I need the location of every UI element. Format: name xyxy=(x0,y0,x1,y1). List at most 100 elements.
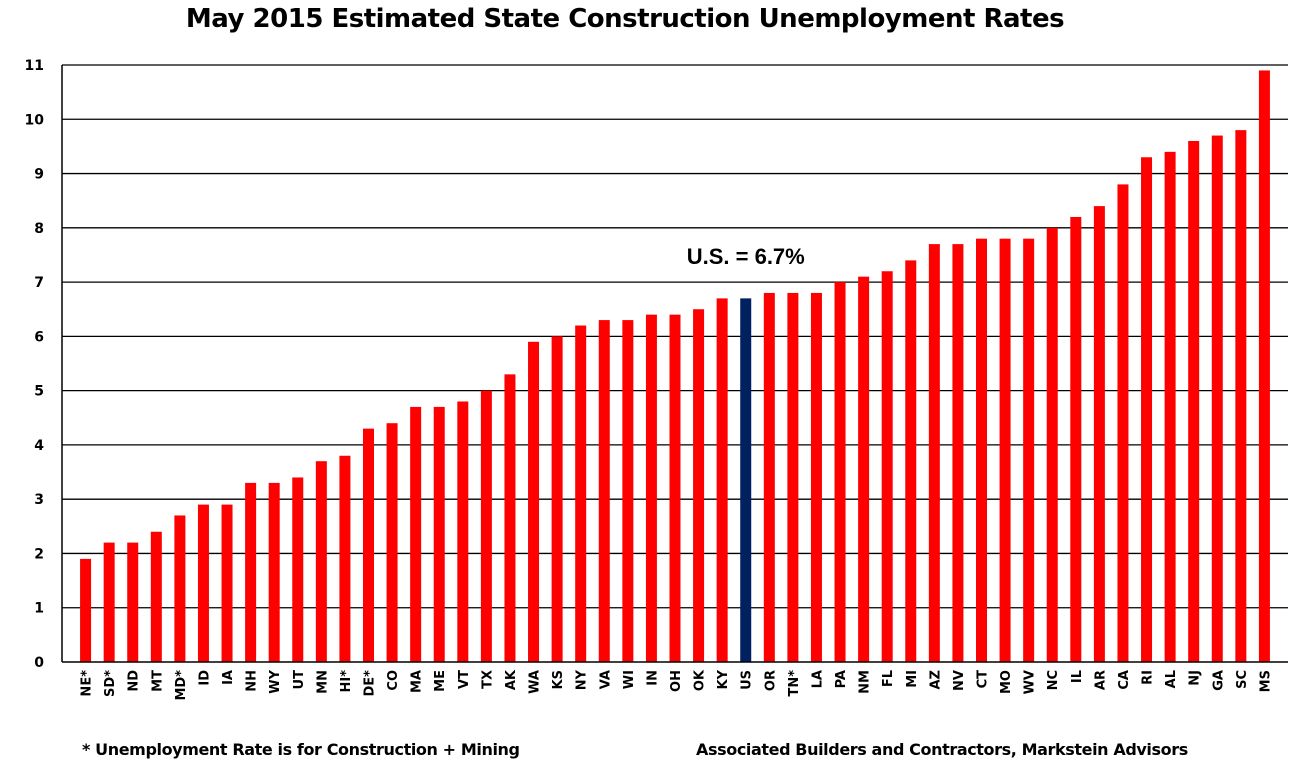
x-tick-label: WY xyxy=(268,669,283,693)
bar xyxy=(834,282,846,662)
bar xyxy=(693,309,705,662)
x-tick-label: KY xyxy=(716,669,731,689)
x-tick-label: KS xyxy=(551,670,566,689)
x-tick-label: CT xyxy=(976,670,991,689)
bar xyxy=(669,314,681,662)
y-tick-label: 10 xyxy=(25,112,45,128)
bar xyxy=(1211,135,1223,662)
bar xyxy=(905,260,917,662)
bar xyxy=(433,406,445,662)
x-tick-label: WA xyxy=(528,670,543,694)
bar xyxy=(1070,216,1082,663)
bar xyxy=(1258,70,1270,663)
x-tick-label: VA xyxy=(598,670,613,689)
x-tick-label: GA xyxy=(1211,670,1226,691)
bar xyxy=(103,542,115,662)
y-tick-label: 0 xyxy=(34,655,44,671)
bar xyxy=(1141,157,1153,662)
y-tick-label: 1 xyxy=(34,601,44,617)
bar xyxy=(174,515,186,662)
bar xyxy=(1188,140,1200,662)
x-tick-label: DE* xyxy=(363,670,378,697)
bar xyxy=(197,504,209,662)
x-tick-label: CA xyxy=(1117,670,1132,690)
x-tick-label: OK xyxy=(693,669,708,691)
x-tick-label: MI xyxy=(905,670,920,688)
bar xyxy=(410,406,422,662)
x-tick-label: SD* xyxy=(103,670,118,697)
x-tick-label: LA xyxy=(810,670,825,688)
x-tick-label: WV xyxy=(1023,670,1038,694)
bar xyxy=(952,244,964,662)
y-tick-label: 7 xyxy=(34,275,44,291)
bar xyxy=(716,298,728,662)
y-tick-label: 4 xyxy=(34,438,44,454)
x-tick-label: OR xyxy=(763,670,778,691)
x-tick-label: MS xyxy=(1258,670,1273,692)
bar xyxy=(504,374,516,662)
x-tick-label: NM xyxy=(858,670,873,694)
bar xyxy=(268,482,280,662)
x-tick-label: NH xyxy=(245,670,260,692)
bars xyxy=(80,70,1270,663)
y-tick-label: 6 xyxy=(34,329,44,345)
footnote-construction-mining: * Unemployment Rate is for Construction … xyxy=(82,740,520,759)
bar xyxy=(221,504,233,662)
x-tick-label: WI xyxy=(622,670,637,689)
bar xyxy=(881,271,893,662)
bar xyxy=(763,292,775,662)
x-tick-label: ME xyxy=(433,670,448,692)
x-tick-label: MD* xyxy=(174,670,189,701)
bar xyxy=(928,244,940,662)
bar xyxy=(457,401,469,662)
bar xyxy=(598,320,610,662)
x-tick-label: RI xyxy=(1141,670,1156,685)
x-tick-label: TN* xyxy=(787,670,802,697)
x-tick-label: IA xyxy=(221,670,236,685)
bar xyxy=(1164,151,1176,662)
x-tick-label: NC xyxy=(1046,670,1061,690)
bar xyxy=(1046,227,1058,662)
y-tick-label: 11 xyxy=(25,58,44,74)
x-tick-label: MN xyxy=(315,670,330,694)
bar xyxy=(999,238,1011,662)
x-tick-label: CO xyxy=(386,670,401,691)
x-tick-label: MT xyxy=(150,670,165,692)
x-axis-ticks: NE* SD* ND MT MD* ID IA NH WY UT MN HI* DE* CO MA ME VT T… xyxy=(80,669,1274,700)
bar xyxy=(386,423,398,662)
bar xyxy=(292,477,304,662)
x-tick-label: AZ xyxy=(928,670,943,690)
us-annotation: U.S. = 6.7% xyxy=(687,244,805,269)
bar xyxy=(622,320,634,662)
x-tick-label: IL xyxy=(1070,670,1085,683)
bar xyxy=(127,542,139,662)
x-tick-label: NE* xyxy=(80,670,95,697)
bar xyxy=(480,390,492,662)
bar xyxy=(551,336,563,662)
x-tick-label: NV xyxy=(952,670,967,691)
x-tick-label: IN xyxy=(645,670,660,686)
x-tick-label: SC xyxy=(1235,670,1250,689)
y-tick-label: 9 xyxy=(34,167,44,183)
x-tick-label: TX xyxy=(480,670,495,689)
x-tick-label: UT xyxy=(292,670,307,690)
x-tick-label: ND xyxy=(127,670,142,692)
bar xyxy=(1093,206,1105,663)
bar xyxy=(1023,238,1035,662)
x-tick-label: MA xyxy=(410,670,425,693)
bar xyxy=(810,292,822,662)
x-tick-label: MO xyxy=(999,670,1014,694)
x-tick-label: OH xyxy=(669,670,684,692)
bar xyxy=(787,292,799,662)
bar xyxy=(1117,184,1129,662)
y-tick-label: 2 xyxy=(34,546,44,562)
bar xyxy=(245,482,257,662)
bar-us-highlight xyxy=(740,298,752,662)
bar xyxy=(976,238,987,662)
bar xyxy=(1235,130,1247,663)
x-tick-label: FL xyxy=(881,670,896,687)
y-tick-label: 8 xyxy=(34,221,44,237)
x-tick-label: PA xyxy=(834,670,849,688)
bar xyxy=(80,558,92,662)
